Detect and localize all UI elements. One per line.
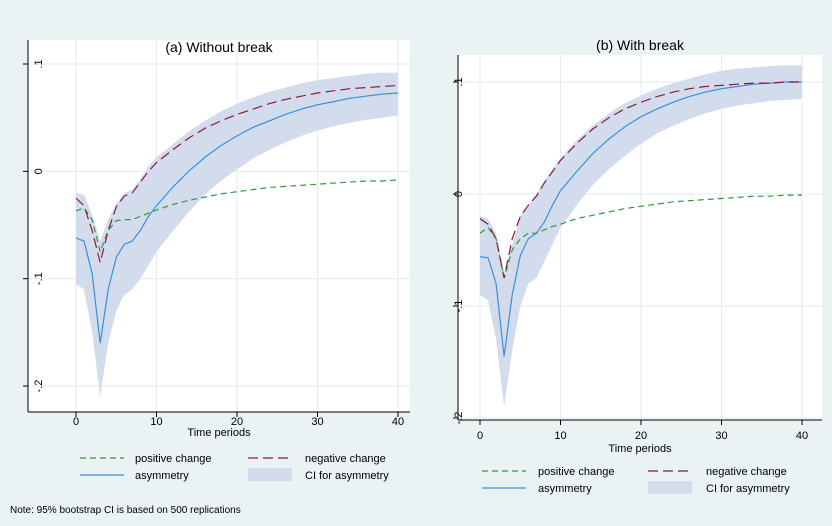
y-tick-label: -.1 bbox=[33, 272, 45, 285]
legend-label-negative-change: negative change bbox=[305, 453, 386, 465]
ci-band bbox=[480, 65, 802, 407]
y-tick-label: -.2 bbox=[453, 412, 465, 425]
x-tick-label: 40 bbox=[796, 430, 808, 442]
x-tick-label: 20 bbox=[231, 416, 243, 428]
x-tick-label: 10 bbox=[150, 416, 162, 428]
x-tick-label: 30 bbox=[715, 430, 727, 442]
y-tick-label: -.2 bbox=[33, 380, 45, 393]
x-tick-label: 20 bbox=[635, 430, 647, 442]
y-tick-label: .1 bbox=[453, 77, 465, 86]
y-tick-label: 0 bbox=[453, 191, 465, 197]
legend-swatch-ci bbox=[648, 481, 692, 494]
legend-label-positive-change: positive change bbox=[538, 466, 614, 478]
panel-b: -.2 -.1 0 .1 0 10 20 30 40 (b) With break Time per… bbox=[453, 37, 822, 455]
series-line-negative-change bbox=[479, 81, 802, 279]
legend-label-asymmetry: asymmetry bbox=[135, 470, 189, 482]
legend-label-negative-change: negative change bbox=[706, 466, 787, 478]
y-tick-label: -.1 bbox=[453, 300, 465, 313]
legend-b: positive change negative change asymmetry C… bbox=[482, 466, 790, 495]
footnote: Note: 95% bootstrap CI is based on 500 r… bbox=[10, 505, 241, 516]
x-tick-label: 40 bbox=[392, 416, 404, 428]
ci-band bbox=[76, 72, 398, 397]
x-tick-label: 0 bbox=[477, 430, 483, 442]
series-line-asymmetry bbox=[75, 92, 399, 344]
legend-label-asymmetry: asymmetry bbox=[538, 483, 592, 495]
series-line-negative-change bbox=[75, 84, 399, 263]
series-line-asymmetry bbox=[479, 81, 802, 357]
panel-a: -.2 -.1 0 .1 0 10 20 30 40 (a) Without break Time … bbox=[23, 39, 410, 439]
legend-label-positive-change: positive change bbox=[135, 453, 211, 465]
x-tick-label: 30 bbox=[311, 416, 323, 428]
legend-label-ci: CI for asymmetry bbox=[706, 483, 790, 495]
legend-a: positive change negative change asymmetry C… bbox=[80, 453, 389, 482]
x-axis-label: Time periods bbox=[187, 427, 251, 439]
series-line-positive-change bbox=[75, 179, 399, 254]
legend-label-ci: CI for asymmetry bbox=[305, 470, 389, 482]
y-tick-label: 0 bbox=[33, 168, 45, 174]
series-line-positive-change bbox=[479, 194, 802, 279]
x-axis-label: Time periods bbox=[608, 443, 672, 455]
legend-swatch-ci bbox=[248, 468, 292, 481]
chart-title: (b) With break bbox=[596, 37, 685, 53]
y-tick-label: .1 bbox=[33, 59, 45, 68]
x-tick-label: 0 bbox=[73, 416, 79, 428]
x-tick-label: 10 bbox=[554, 430, 566, 442]
chart-title: (a) Without break bbox=[165, 39, 273, 55]
